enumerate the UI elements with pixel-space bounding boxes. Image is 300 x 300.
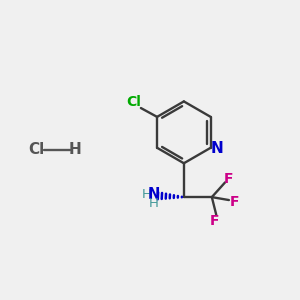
Text: F: F — [230, 195, 239, 209]
Text: N: N — [211, 141, 224, 156]
Text: N: N — [147, 187, 160, 202]
Text: H: H — [142, 188, 152, 201]
Text: Cl: Cl — [28, 142, 45, 158]
Text: F: F — [223, 172, 233, 186]
Text: H: H — [148, 197, 158, 210]
Text: F: F — [210, 214, 220, 228]
Text: Cl: Cl — [126, 95, 141, 109]
Text: H: H — [68, 142, 81, 158]
